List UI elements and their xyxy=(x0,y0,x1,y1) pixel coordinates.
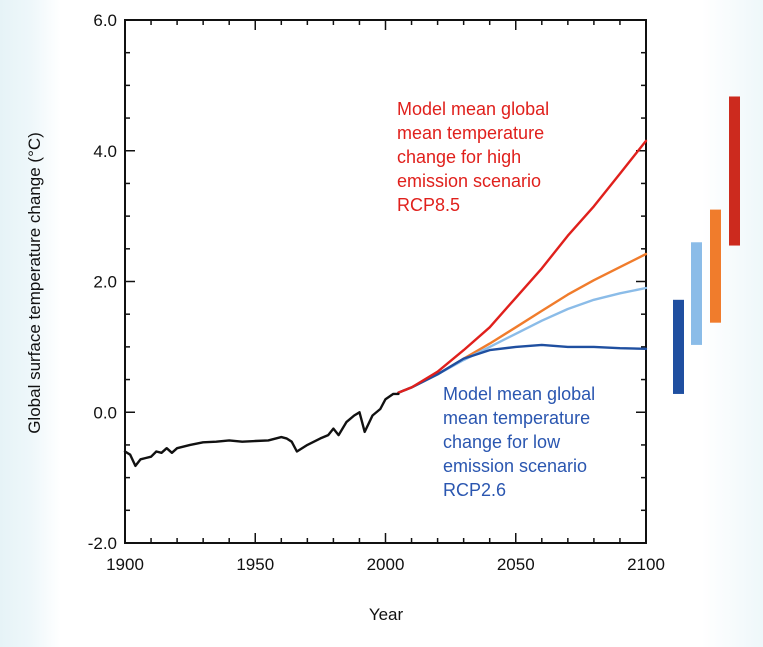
annotation-line: Model mean global xyxy=(443,384,595,404)
annotation-line: Model mean global xyxy=(397,99,549,119)
annotation-line: mean temperature xyxy=(397,123,544,143)
range-bar xyxy=(729,96,740,246)
annotation-line: emission scenario xyxy=(397,171,541,191)
series-line-0 xyxy=(123,392,400,468)
range-bar xyxy=(710,209,721,323)
series-line-1 xyxy=(397,139,648,394)
annotation-line: emission scenario xyxy=(443,456,587,476)
y-tick-label: 2.0 xyxy=(93,273,117,292)
series-line-4 xyxy=(397,343,648,394)
y-tick-label: 6.0 xyxy=(93,11,117,30)
range-bar xyxy=(673,299,684,394)
annotation-line: change for high xyxy=(397,147,521,167)
x-tick-label: 1900 xyxy=(106,555,144,574)
annotation-line: mean temperature xyxy=(443,408,590,428)
annotation-line: RCP8.5 xyxy=(397,195,460,215)
plot-frame xyxy=(124,19,647,544)
annotation-line: RCP2.6 xyxy=(443,480,506,500)
x-tick-label: 1950 xyxy=(236,555,274,574)
y-tick-label: 0.0 xyxy=(93,403,117,422)
x-tick-label: 2000 xyxy=(367,555,405,574)
x-tick-label: 2050 xyxy=(497,555,535,574)
range-bar xyxy=(691,242,702,345)
y-tick-label: -2.0 xyxy=(88,534,117,553)
x-axis-label: Year xyxy=(369,605,404,624)
annotation-line: change for low xyxy=(443,432,561,452)
x-tick-label: 2100 xyxy=(627,555,665,574)
y-axis-label: Global surface temperature change (°C) xyxy=(25,132,44,434)
y-tick-label: 4.0 xyxy=(93,142,117,161)
